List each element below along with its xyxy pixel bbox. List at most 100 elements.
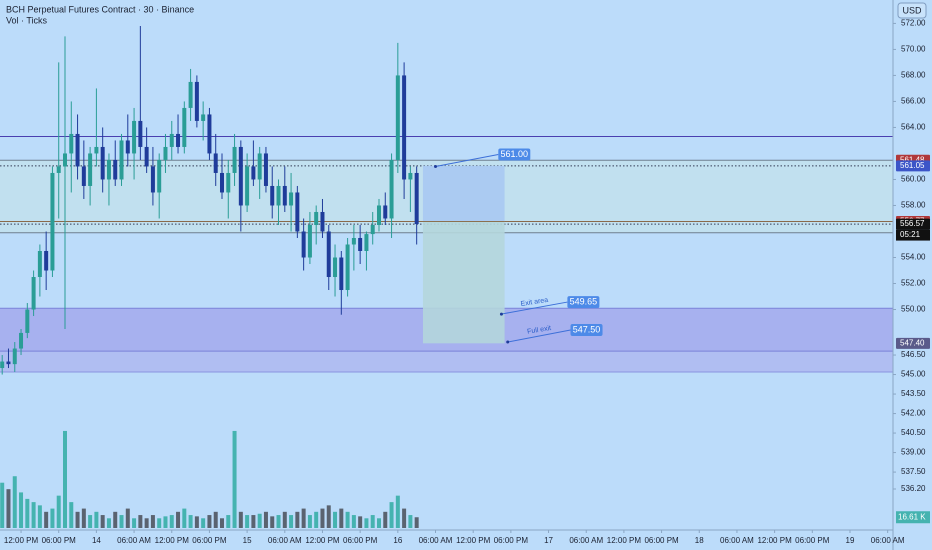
x-tick-label: 06:00 PM [343,536,378,545]
candle-body [307,224,312,258]
candle-body [301,231,306,258]
volume-bar [282,511,287,528]
candle-body [257,153,262,180]
y-tick-label: 542.00 [901,409,926,418]
volume-bar [194,516,199,528]
volume-bar [351,515,356,528]
volume-bar [414,517,419,528]
candle-body [251,166,256,180]
candle-body [50,172,55,271]
volume-bar [132,518,137,528]
candle-body [383,205,388,219]
volume-bar [326,505,331,528]
annotation-label: 549.65 [570,296,598,306]
x-tick-label: 12:00 PM [757,536,792,545]
candle-body [182,107,187,147]
volume-bar [245,515,250,528]
currency-box[interactable] [897,2,927,19]
y-tick-label: 560.00 [901,175,926,184]
volume-bar [6,489,11,528]
volume-bar [270,516,275,528]
candle-body [94,146,99,154]
volume-bar [320,508,325,528]
y-tick-label: 558.00 [901,201,926,210]
volume-bar [31,502,36,528]
volume-bar [25,498,30,528]
volume-bar [176,511,181,528]
x-tick-label: 12:00 PM [456,536,491,545]
y-tick-label: 546.50 [901,350,926,359]
volume-bar [44,511,49,528]
x-tick-label: 06:00 AM [419,536,453,545]
volume-bar [113,511,118,528]
volume-bar [125,508,130,528]
candle-body [339,257,344,291]
volume-bar [263,511,268,528]
candle-body [56,166,61,173]
candle-body [351,237,356,245]
candle-body [106,159,111,180]
y-tick-label: 536.20 [901,484,926,493]
volume-bar [402,508,407,528]
price-label: 547.40 [900,338,925,347]
candle-body [219,172,224,193]
x-tick-label: 06:00 AM [720,536,754,545]
volume-bar [94,511,99,528]
volume-bar [69,502,74,528]
y-tick-label: 564.00 [901,123,926,132]
candle-body [150,166,155,193]
candle-body [169,133,174,147]
x-tick-label: 19 [846,536,855,545]
candle-body [370,224,375,235]
volume-bar [314,511,319,528]
volume-bar [106,518,111,528]
candle-body [245,166,250,206]
annotation-anchor [499,312,503,316]
countdown-box [896,229,930,241]
candle-body [364,234,369,251]
price-label: 561.05 [900,161,925,170]
annotation-box [498,148,531,161]
y-tick-label: 543.50 [901,389,926,398]
annotation-label: 561.00 [501,149,529,159]
candle-body [37,250,42,278]
y-tick-label: 566.00 [901,97,926,106]
volume-bar [301,508,306,528]
candle-body [138,120,143,147]
candle-body [157,159,162,193]
x-tick-label: 06:00 PM [795,536,830,545]
x-tick-label: 06:00 PM [644,536,679,545]
volume-bar [100,515,105,528]
candle-body [119,140,124,180]
currency[interactable]: USD [902,5,922,15]
x-tick-label: 06:00 PM [192,536,227,545]
candle-body [163,146,168,160]
x-tick-label: 06:00 PM [42,536,77,545]
volume-bar [157,518,162,528]
candle-body [144,146,149,167]
volume-bar [238,511,243,528]
volume-bar [150,515,155,528]
candle-body [389,159,394,219]
y-tick-label: 552.00 [901,279,926,288]
annotation-label: 547.50 [573,324,601,334]
candle-body [232,146,237,173]
axis-layer: 572.00 570.00 568.00 566.00 564.00 560.00 558.… [4,19,930,545]
y-tick-label: 539.00 [901,448,926,457]
x-tick-label: 17 [544,536,553,545]
candle-body [376,205,381,225]
volume-bar [226,515,231,528]
volume-bar [56,495,61,528]
candle-body [213,153,218,173]
volume-bar [358,516,363,528]
countdown: 05:21 [900,230,921,239]
volume-bar [295,511,300,528]
stop-zone [422,221,505,344]
y-tick-label: 568.00 [901,71,926,80]
volume-bar [376,518,381,528]
candle-body [314,211,319,225]
candle-body [31,277,36,310]
volume-bar [219,518,224,528]
x-tick-label: 06:00 AM [268,536,302,545]
